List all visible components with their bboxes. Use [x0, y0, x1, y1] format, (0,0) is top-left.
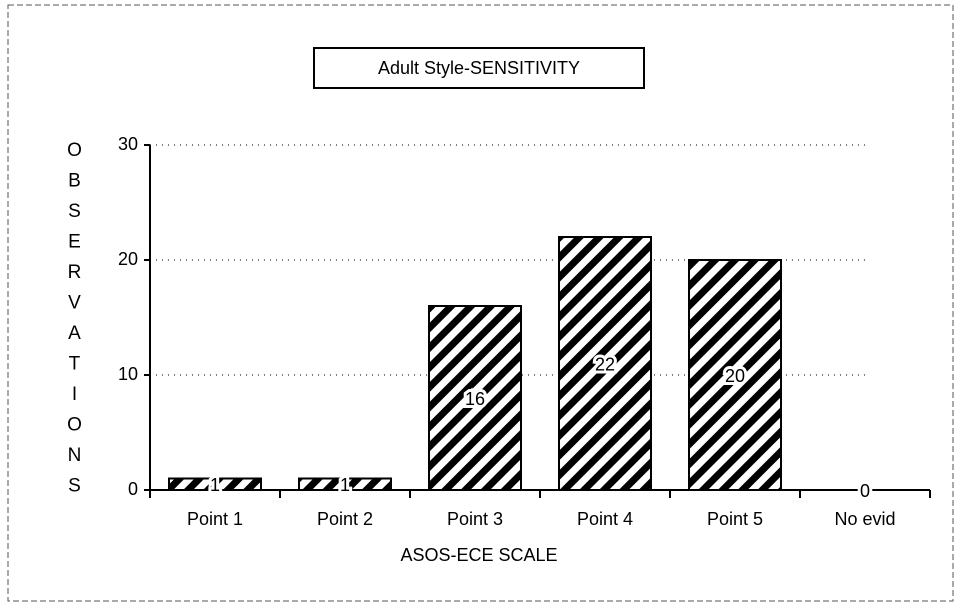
bar	[298, 477, 392, 491]
y-tick-label: 20	[118, 249, 138, 269]
frame	[7, 4, 954, 602]
x-tick-label: Point 3	[447, 509, 503, 529]
bar	[558, 236, 652, 491]
x-tick-label: Point 1	[187, 509, 243, 529]
x-tick-label: No evid	[834, 509, 895, 529]
y-tick-label: 10	[118, 364, 138, 384]
data-label: 1	[340, 475, 350, 495]
bar	[168, 477, 262, 491]
x-tick-label: Point 2	[317, 509, 373, 529]
y-tick-label: 0	[128, 479, 138, 499]
data-label: 0	[860, 481, 870, 501]
bar	[428, 305, 522, 491]
data-label: 22	[595, 354, 615, 374]
x-axis-label: ASOS-ECE SCALE	[400, 545, 557, 565]
y-tick-label: 30	[118, 134, 138, 154]
title-box	[313, 47, 645, 89]
bar	[688, 259, 782, 491]
data-label: 16	[465, 389, 485, 409]
y-axis-label: OBSERVATIONS	[64, 140, 85, 506]
x-tick-label: Point 5	[707, 509, 763, 529]
chart-title: Adult Style-SENSITIVITY	[378, 58, 580, 78]
x-tick-label: Point 4	[577, 509, 633, 529]
data-label: 1	[210, 475, 220, 495]
data-label: 20	[725, 366, 745, 386]
